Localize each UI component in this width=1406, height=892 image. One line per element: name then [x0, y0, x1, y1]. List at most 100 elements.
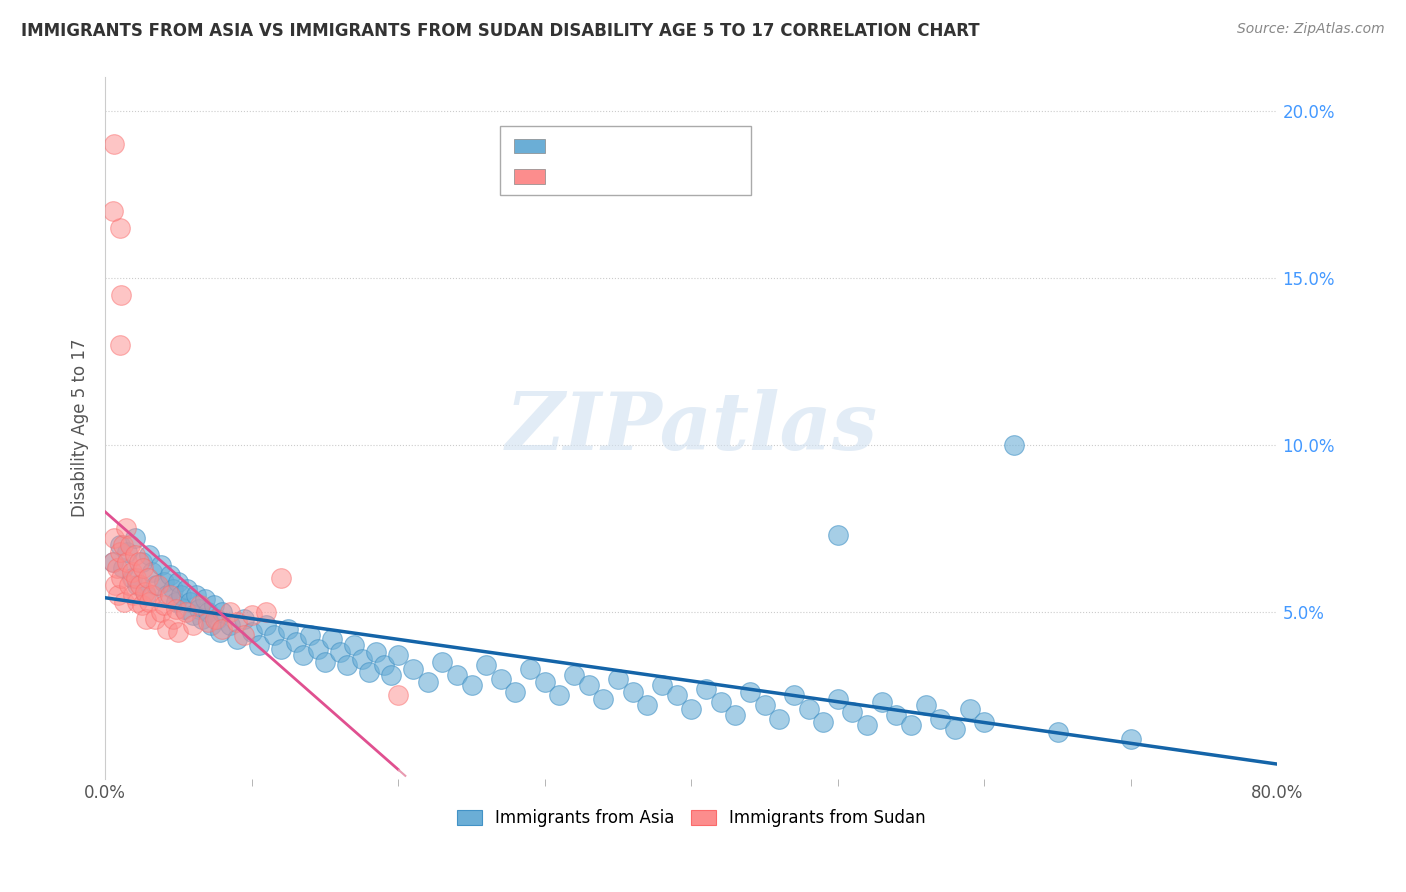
Point [681, 702, 703, 716]
Point [1046, 725, 1069, 739]
Point [387, 689, 409, 703]
Point [329, 645, 352, 659]
Point [114, 521, 136, 535]
Point [138, 548, 160, 562]
Point [141, 565, 163, 579]
Point [120, 538, 142, 552]
Text: N =: N = [641, 138, 675, 153]
Point [886, 708, 908, 723]
Point [127, 578, 149, 592]
Point [127, 595, 149, 609]
Point [226, 632, 249, 646]
Point [321, 632, 343, 646]
Point [914, 698, 936, 713]
Point [489, 672, 512, 686]
Point [136, 572, 159, 586]
Point [827, 691, 849, 706]
Point [218, 605, 240, 619]
Point [402, 662, 425, 676]
Point [170, 588, 193, 602]
Point [131, 555, 153, 569]
Point [387, 648, 409, 663]
Point [284, 635, 307, 649]
Point [111, 561, 134, 575]
Point [110, 572, 132, 586]
Point [350, 651, 373, 665]
Point [197, 605, 219, 619]
Point [197, 615, 219, 629]
Point [118, 578, 141, 592]
Point [254, 618, 277, 632]
Point [533, 675, 555, 690]
Point [141, 588, 163, 602]
Point [607, 672, 630, 686]
Point [277, 622, 299, 636]
Point [146, 578, 169, 592]
Point [460, 678, 482, 692]
Point [156, 588, 179, 602]
Text: -0.027: -0.027 [582, 169, 636, 184]
Point [105, 561, 128, 575]
Point [1002, 438, 1025, 452]
Point [143, 611, 166, 625]
Point [233, 628, 256, 642]
Point [179, 595, 201, 609]
Point [724, 708, 747, 723]
Point [336, 658, 359, 673]
Point [121, 572, 143, 586]
Point [165, 601, 187, 615]
Point [247, 638, 270, 652]
Point [145, 578, 167, 592]
Point [204, 611, 226, 625]
Point [122, 588, 145, 602]
Point [973, 715, 995, 730]
Text: Source: ZipAtlas.com: Source: ZipAtlas.com [1237, 22, 1385, 37]
Point [138, 595, 160, 609]
Point [240, 608, 263, 623]
Point [240, 624, 263, 639]
Text: N =: N = [641, 169, 675, 184]
Point [162, 611, 184, 625]
Point [129, 578, 152, 592]
Point [111, 538, 134, 552]
Point [475, 658, 498, 673]
Point [103, 532, 125, 546]
Point [299, 628, 322, 642]
Point [783, 689, 806, 703]
Point [592, 691, 614, 706]
Point [505, 685, 527, 699]
Point [211, 605, 233, 619]
Point [125, 572, 148, 586]
Point [188, 601, 211, 615]
Point [797, 702, 820, 716]
Point [132, 561, 155, 575]
Point [101, 204, 124, 219]
Point [200, 618, 222, 632]
Text: 102: 102 [669, 138, 700, 153]
Point [416, 675, 439, 690]
Point [149, 558, 172, 573]
Point [959, 702, 981, 716]
Point [621, 685, 644, 699]
Point [104, 578, 127, 592]
Point [124, 548, 146, 562]
Point [578, 678, 600, 692]
Point [194, 591, 217, 606]
Point [226, 615, 249, 629]
Point [665, 689, 688, 703]
Point [929, 712, 952, 726]
Point [519, 662, 541, 676]
Point [314, 655, 336, 669]
Point [373, 658, 395, 673]
Point [548, 689, 571, 703]
Point [135, 588, 157, 602]
Point [108, 545, 131, 559]
Point [191, 611, 214, 625]
Point [870, 695, 893, 709]
Point [651, 678, 673, 692]
Point [738, 685, 761, 699]
Point [1119, 731, 1142, 746]
Point [167, 574, 190, 589]
Point [710, 695, 733, 709]
Point [943, 722, 966, 736]
